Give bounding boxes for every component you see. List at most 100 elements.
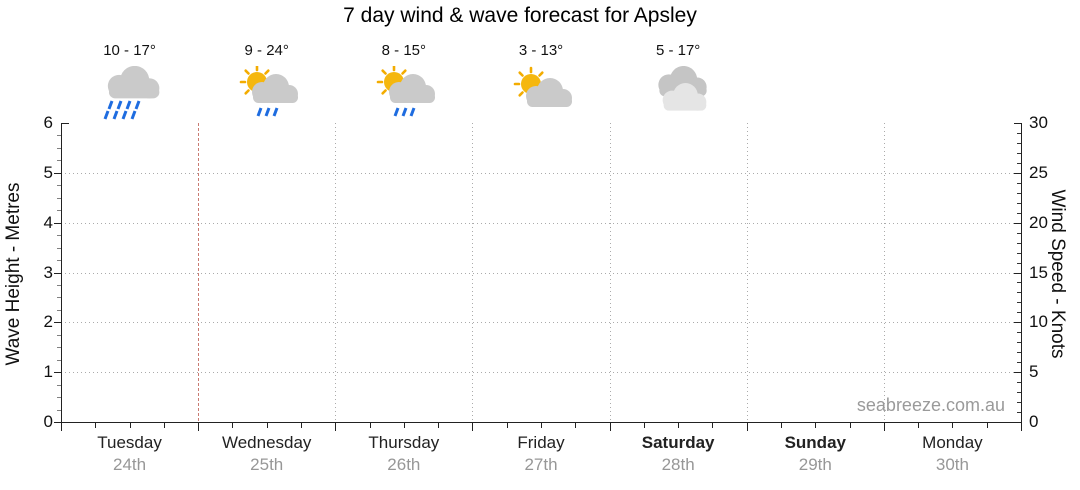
- right-axis-tick-label: 20: [1029, 212, 1048, 232]
- axis-minor-tick: [1017, 162, 1021, 164]
- axis-minor-tick: [301, 423, 302, 428]
- axis-tick: [198, 423, 200, 431]
- temperature-range-label: 8 - 15°: [381, 42, 427, 59]
- left-axis-tick-label: 0: [43, 412, 53, 431]
- v-gridline: [609, 123, 611, 422]
- h-gridline: [61, 172, 1021, 174]
- day-date-label: 26th: [387, 455, 421, 474]
- left-axis-tick-label: 6: [43, 113, 53, 132]
- axis-minor-tick: [1017, 332, 1021, 334]
- sun-cloud-icon: [505, 66, 577, 122]
- axis-minor-tick: [712, 423, 714, 428]
- axis-minor-tick: [57, 309, 61, 311]
- sun-cloud-rain-icon: [368, 64, 440, 122]
- axis-minor-tick: [1017, 232, 1021, 234]
- axis-minor-tick: [643, 423, 645, 428]
- axis-minor-tick: [95, 423, 97, 428]
- axis-tick: [1014, 272, 1021, 274]
- axis-minor-tick: [575, 423, 577, 428]
- axis-tick: [54, 422, 61, 423]
- axis-minor-tick: [1017, 132, 1021, 134]
- axis-tick: [1014, 123, 1021, 124]
- v-gridline: [335, 123, 337, 422]
- axis-minor-tick: [1017, 292, 1021, 294]
- axis-minor-tick: [57, 384, 61, 386]
- axis-minor-tick: [57, 334, 61, 336]
- axis-minor-tick: [57, 147, 61, 149]
- axis-minor-tick: [57, 235, 61, 237]
- h-gridline: [61, 322, 1021, 324]
- temperature-range-label: 5 - 17°: [655, 42, 701, 59]
- axis-minor-tick: [57, 397, 61, 399]
- day-name-label: Wednesday: [221, 433, 312, 452]
- right-axis-tick-label: 0: [1029, 412, 1039, 431]
- axis-minor-tick: [57, 284, 61, 286]
- axis-minor-tick: [57, 185, 61, 187]
- right-axis-tick-label: 15: [1029, 262, 1048, 282]
- axis-minor-tick: [918, 423, 920, 428]
- axis-minor-tick: [1017, 282, 1021, 284]
- axis-minor-tick: [266, 423, 268, 428]
- axis-minor-tick: [541, 423, 542, 428]
- v-gridline: [472, 123, 474, 422]
- axis-minor-tick: [1017, 392, 1021, 394]
- right-axis-line: [1021, 123, 1022, 422]
- day-date-label: 30th: [935, 455, 969, 474]
- day-date-label: 25th: [250, 455, 284, 474]
- chart-title: 7 day wind & wave forecast for Apsley: [343, 4, 697, 27]
- axis-minor-tick: [1017, 402, 1021, 404]
- axis-minor-tick: [57, 409, 61, 411]
- axis-minor-tick: [57, 260, 61, 262]
- axis-minor-tick: [1017, 152, 1021, 154]
- axis-minor-tick: [506, 423, 508, 428]
- axis-minor-tick: [952, 423, 954, 428]
- day-date-label: 27th: [524, 455, 558, 474]
- right-axis-tick-label: 30: [1029, 113, 1048, 132]
- axis-minor-tick: [1017, 202, 1021, 204]
- left-axis-tick-label: 5: [43, 162, 53, 182]
- axis-minor-tick: [1017, 192, 1021, 194]
- axis-tick: [335, 423, 337, 431]
- axis-tick: [54, 272, 61, 274]
- axis-minor-tick: [815, 423, 817, 428]
- axis-minor-tick: [1017, 182, 1021, 184]
- cloudy-icon: [642, 65, 714, 122]
- h-gridline: [61, 222, 1021, 224]
- axis-minor-tick: [1017, 382, 1021, 384]
- right-axis-tick-label: 10: [1029, 312, 1048, 332]
- axis-minor-tick: [57, 135, 61, 137]
- axis-minor-tick: [57, 347, 61, 349]
- left-axis-tick-label: 1: [43, 362, 53, 382]
- axis-tick: [1021, 423, 1022, 431]
- day-name-label: Thursday: [368, 433, 440, 452]
- axis-minor-tick: [57, 359, 61, 361]
- day-date-label: 29th: [798, 455, 832, 474]
- left-axis-line: [61, 123, 62, 428]
- axis-tick: [54, 222, 61, 224]
- axis-minor-tick: [163, 423, 165, 428]
- axis-minor-tick: [438, 423, 440, 428]
- axis-minor-tick: [232, 423, 234, 428]
- day-name-label: Friday: [517, 433, 565, 452]
- left-axis-tick-label: 4: [43, 212, 53, 232]
- axis-minor-tick: [1017, 352, 1021, 354]
- axis-minor-tick: [57, 297, 61, 299]
- axis-minor-tick: [1017, 412, 1021, 414]
- axis-minor-tick: [986, 423, 988, 428]
- axis-tick: [472, 423, 474, 431]
- axis-minor-tick: [1017, 262, 1021, 264]
- axis-minor-tick: [1017, 252, 1021, 254]
- axis-minor-tick: [1017, 312, 1021, 314]
- axis-minor-tick: [403, 423, 405, 428]
- axis-tick: [61, 423, 62, 431]
- axis-minor-tick: [57, 210, 61, 212]
- day-name-label: Monday: [922, 433, 983, 452]
- day-date-label: 28th: [661, 455, 695, 474]
- temperature-range-label: 3 - 13°: [518, 42, 564, 59]
- temperature-range-label: 9 - 24°: [244, 42, 289, 59]
- day-name-label: Tuesday: [97, 433, 162, 452]
- axis-tick: [1014, 322, 1021, 324]
- axis-minor-tick: [849, 423, 851, 428]
- axis-minor-tick: [678, 423, 680, 428]
